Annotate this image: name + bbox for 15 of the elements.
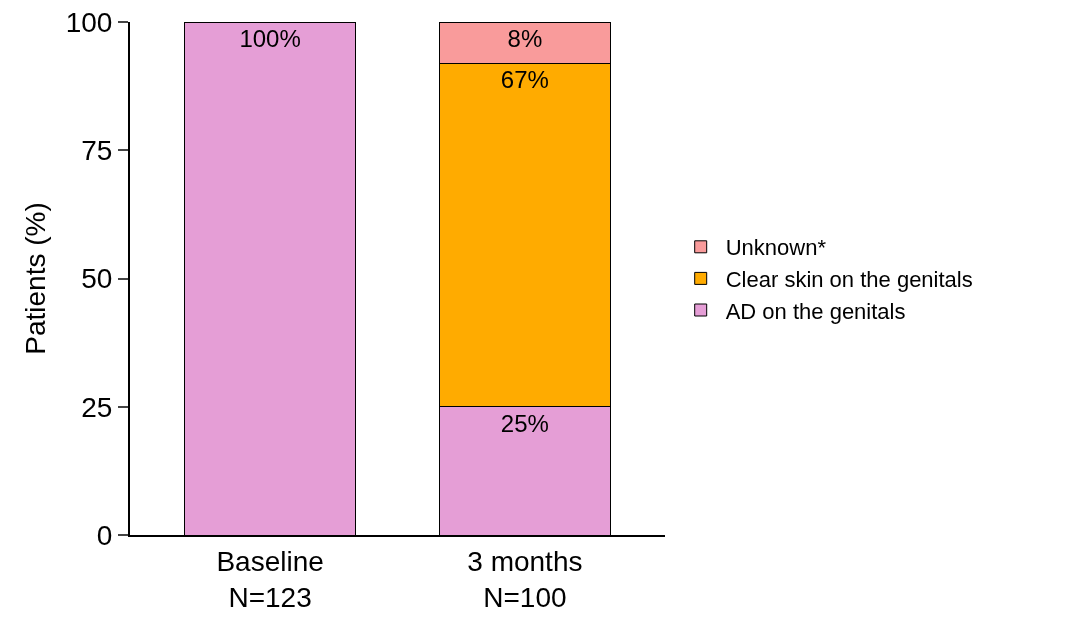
data-label: 25% bbox=[500, 409, 549, 437]
data-label: 67% bbox=[500, 66, 549, 94]
y-axis-title: Patients (%) bbox=[19, 202, 51, 355]
data-label: 100% bbox=[239, 25, 301, 52]
legend-label: Clear skin on the genitals bbox=[725, 266, 973, 292]
legend-label: Unknown* bbox=[725, 235, 827, 261]
x-tick-label: Baseline N=123 bbox=[216, 545, 324, 613]
y-tick-label: 75 bbox=[81, 135, 113, 167]
y-tick-label: 25 bbox=[81, 391, 113, 423]
y-tick-label: 50 bbox=[81, 263, 113, 295]
y-tick-label: 0 bbox=[96, 519, 113, 551]
y-tick-label: 100 bbox=[65, 6, 113, 38]
legend-label: AD on the genitals bbox=[725, 298, 906, 324]
data-label: 8% bbox=[507, 25, 543, 52]
x-tick-label: 3 months N=100 bbox=[467, 545, 583, 613]
